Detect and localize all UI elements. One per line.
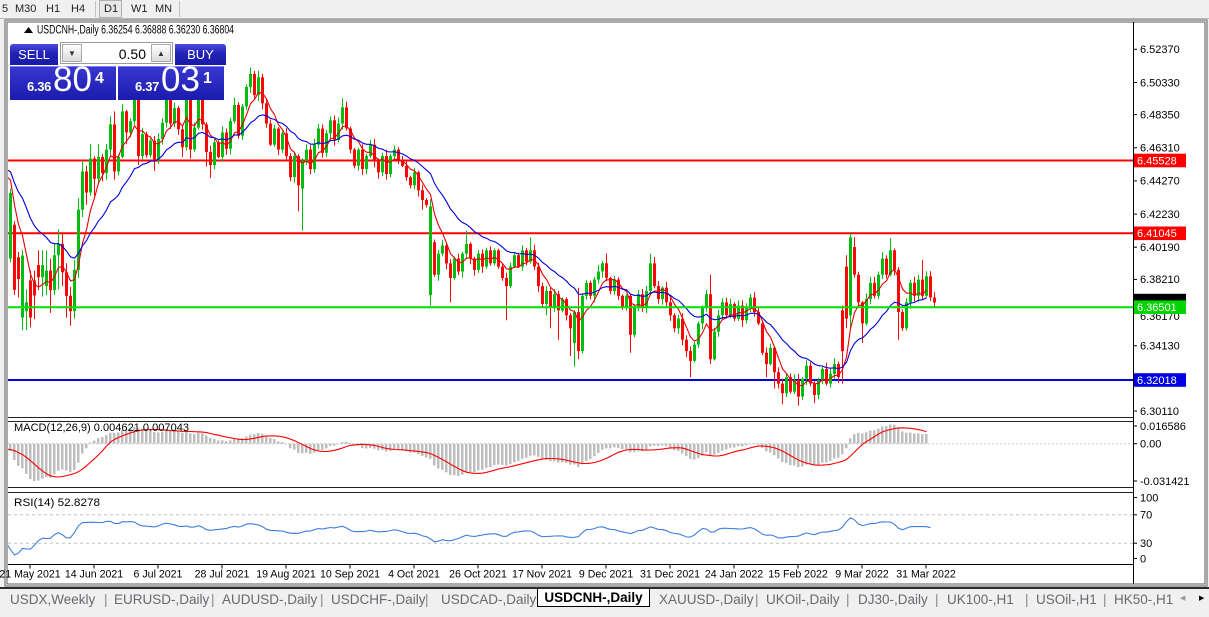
- svg-text:6.52370: 6.52370: [1140, 44, 1180, 56]
- svg-text:6.32018: 6.32018: [1137, 375, 1177, 387]
- svg-text:70: 70: [1140, 510, 1152, 522]
- svg-text:6.40190: 6.40190: [1140, 242, 1180, 254]
- svg-text:6.41045: 6.41045: [1137, 228, 1177, 240]
- svg-text:6.30110: 6.30110: [1140, 406, 1179, 418]
- svg-text:19 Aug 2021: 19 Aug 2021: [256, 568, 316, 580]
- svg-text:6.45528: 6.45528: [1137, 155, 1177, 167]
- svg-text:0.00: 0.00: [1140, 439, 1161, 451]
- svg-text:21 May 2021: 21 May 2021: [0, 568, 61, 580]
- svg-text:6.34130: 6.34130: [1140, 341, 1180, 353]
- svg-text:9 Mar 2022: 9 Mar 2022: [835, 568, 889, 580]
- svg-text:6.44270: 6.44270: [1140, 176, 1180, 188]
- svg-text:6.42230: 6.42230: [1140, 209, 1180, 221]
- svg-text:4 Oct 2021: 4 Oct 2021: [388, 568, 440, 580]
- svg-text:6.46310: 6.46310: [1140, 143, 1180, 155]
- svg-text:6.38210: 6.38210: [1140, 274, 1180, 286]
- svg-text:31 Dec 2021: 31 Dec 2021: [640, 568, 700, 580]
- svg-text:0.016586: 0.016586: [1140, 421, 1186, 433]
- svg-text:6.48350: 6.48350: [1140, 109, 1180, 121]
- svg-text:10 Sep 2021: 10 Sep 2021: [320, 568, 380, 580]
- svg-text:26 Oct 2021: 26 Oct 2021: [449, 568, 507, 580]
- svg-text:15 Feb 2022: 15 Feb 2022: [768, 568, 828, 580]
- svg-text:0: 0: [1140, 553, 1146, 565]
- svg-text:30: 30: [1140, 538, 1152, 550]
- svg-text:6.50330: 6.50330: [1140, 77, 1180, 89]
- svg-text:28 Jul 2021: 28 Jul 2021: [195, 568, 250, 580]
- svg-text:USDCNH-,Daily 6.36254 6.36888: USDCNH-,Daily 6.36254 6.36888 6.36230 6.…: [37, 25, 234, 37]
- svg-text:9 Dec 2021: 9 Dec 2021: [579, 568, 633, 580]
- svg-text:14 Jun 2021: 14 Jun 2021: [65, 568, 123, 580]
- svg-text:17 Nov 2021: 17 Nov 2021: [512, 568, 572, 580]
- svg-text:24 Jan 2022: 24 Jan 2022: [705, 568, 763, 580]
- svg-text:31 Mar 2022: 31 Mar 2022: [896, 568, 956, 580]
- svg-text:-0.031421: -0.031421: [1140, 476, 1190, 488]
- svg-text:6 Jul 2021: 6 Jul 2021: [134, 568, 183, 580]
- svg-text:MACD(12,26,9) 0.004621 0.00704: MACD(12,26,9) 0.004621 0.007043: [14, 422, 189, 434]
- svg-text:100: 100: [1140, 492, 1158, 504]
- svg-text:RSI(14) 52.8278: RSI(14) 52.8278: [14, 497, 100, 509]
- svg-text:6.36501: 6.36501: [1137, 302, 1177, 314]
